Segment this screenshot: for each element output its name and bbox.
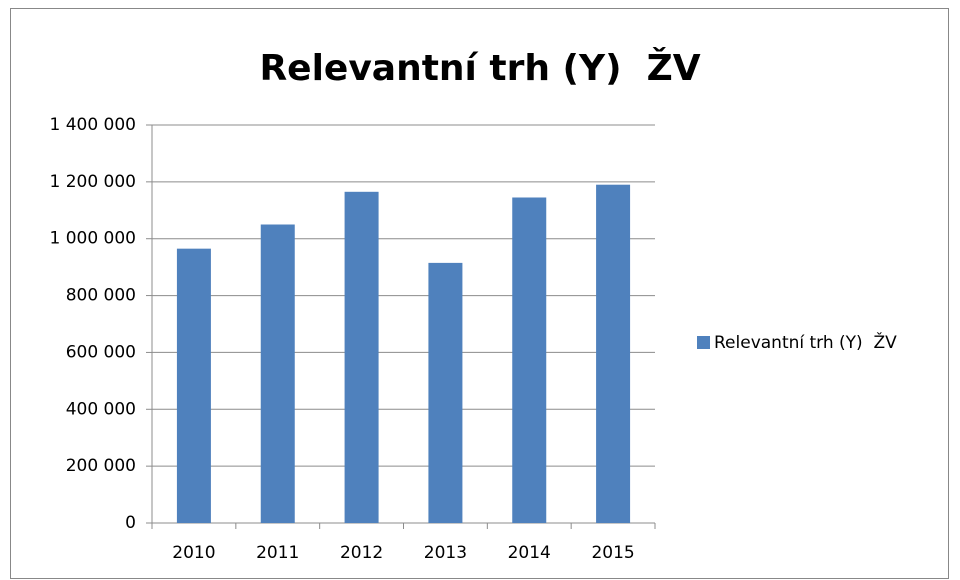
chart-frame (10, 8, 949, 579)
x-tick-label: 2014 (508, 543, 551, 563)
y-tick-label: 0 (125, 513, 136, 533)
legend-swatch (697, 336, 710, 349)
y-tick-label: 800 000 (66, 286, 136, 306)
bar (428, 262, 463, 523)
legend-label: Relevantní trh (Y) ŽV (714, 331, 897, 353)
bar (260, 224, 295, 523)
y-tick-label: 600 000 (66, 342, 136, 362)
bar (512, 197, 547, 523)
x-tick-label: 2012 (340, 543, 383, 563)
chart-title: Relevantní trh (Y) ŽV (259, 47, 700, 89)
x-tick-label: 2013 (424, 543, 467, 563)
x-tick-label: 2015 (591, 543, 634, 563)
y-tick-label: 400 000 (66, 399, 136, 419)
y-tick-label: 1 000 000 (49, 229, 136, 249)
y-tick-label: 1 200 000 (49, 172, 136, 192)
x-tick-label: 2011 (256, 543, 299, 563)
x-tick-label: 2010 (172, 543, 215, 563)
bar (596, 184, 631, 523)
bar (176, 248, 211, 523)
bar (344, 191, 379, 524)
y-tick-label: 200 000 (66, 456, 136, 476)
y-tick-label: 1 400 000 (49, 115, 136, 135)
